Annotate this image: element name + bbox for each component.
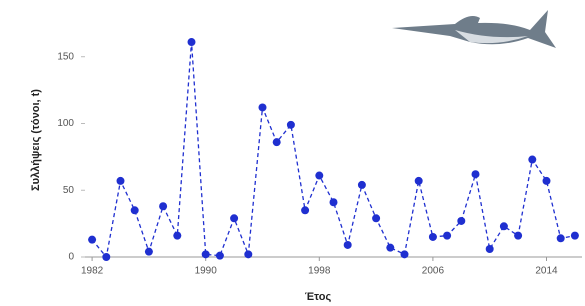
y-tick-label: 100 — [57, 118, 74, 129]
data-point — [415, 177, 423, 185]
data-point — [457, 217, 465, 225]
swordfish-illustration — [392, 10, 556, 48]
data-point — [330, 198, 338, 206]
data-point — [301, 206, 309, 214]
data-point — [216, 252, 224, 260]
data-point — [401, 250, 409, 258]
data-point — [543, 177, 551, 185]
data-point — [117, 177, 125, 185]
data-point — [230, 214, 238, 222]
x-tick-label: 2006 — [422, 266, 445, 277]
x-tick-label: 1990 — [195, 266, 218, 277]
data-point — [443, 232, 451, 240]
data-point — [528, 156, 536, 164]
data-point — [472, 170, 480, 178]
y-tick-label: 150 — [57, 51, 74, 62]
data-point — [88, 236, 96, 244]
data-point — [358, 181, 366, 189]
data-point — [244, 250, 252, 258]
data-point — [159, 202, 167, 210]
data-point — [131, 206, 139, 214]
x-axis-label: Έτος — [305, 291, 332, 303]
data-point — [344, 241, 352, 249]
data-point — [372, 214, 380, 222]
data-point — [315, 172, 323, 180]
x-tick-label: 1982 — [81, 266, 104, 277]
x-tick-label: 1998 — [308, 266, 331, 277]
data-point — [429, 233, 437, 241]
data-point — [500, 222, 508, 230]
data-point — [273, 138, 281, 146]
y-axis-label: Συλλήψεις (τόνοι, t) — [30, 89, 42, 191]
data-point — [571, 232, 579, 240]
data-point — [102, 253, 110, 261]
chart: Συλλήψεις (τόνοι, t) Έτος 0 50 100 150 1982 1… — [0, 0, 585, 306]
x-tick-label: 2014 — [535, 266, 558, 277]
data-point — [486, 245, 494, 253]
data-point — [145, 248, 153, 256]
data-point — [514, 232, 522, 240]
y-tick-label: 0 — [68, 252, 74, 263]
data-point — [173, 232, 181, 240]
data-point — [202, 250, 210, 258]
data-point — [188, 38, 196, 46]
data-point — [557, 234, 565, 242]
data-point — [386, 244, 394, 252]
data-point — [259, 103, 267, 111]
data-point — [287, 121, 295, 129]
y-tick-label: 50 — [63, 185, 75, 196]
